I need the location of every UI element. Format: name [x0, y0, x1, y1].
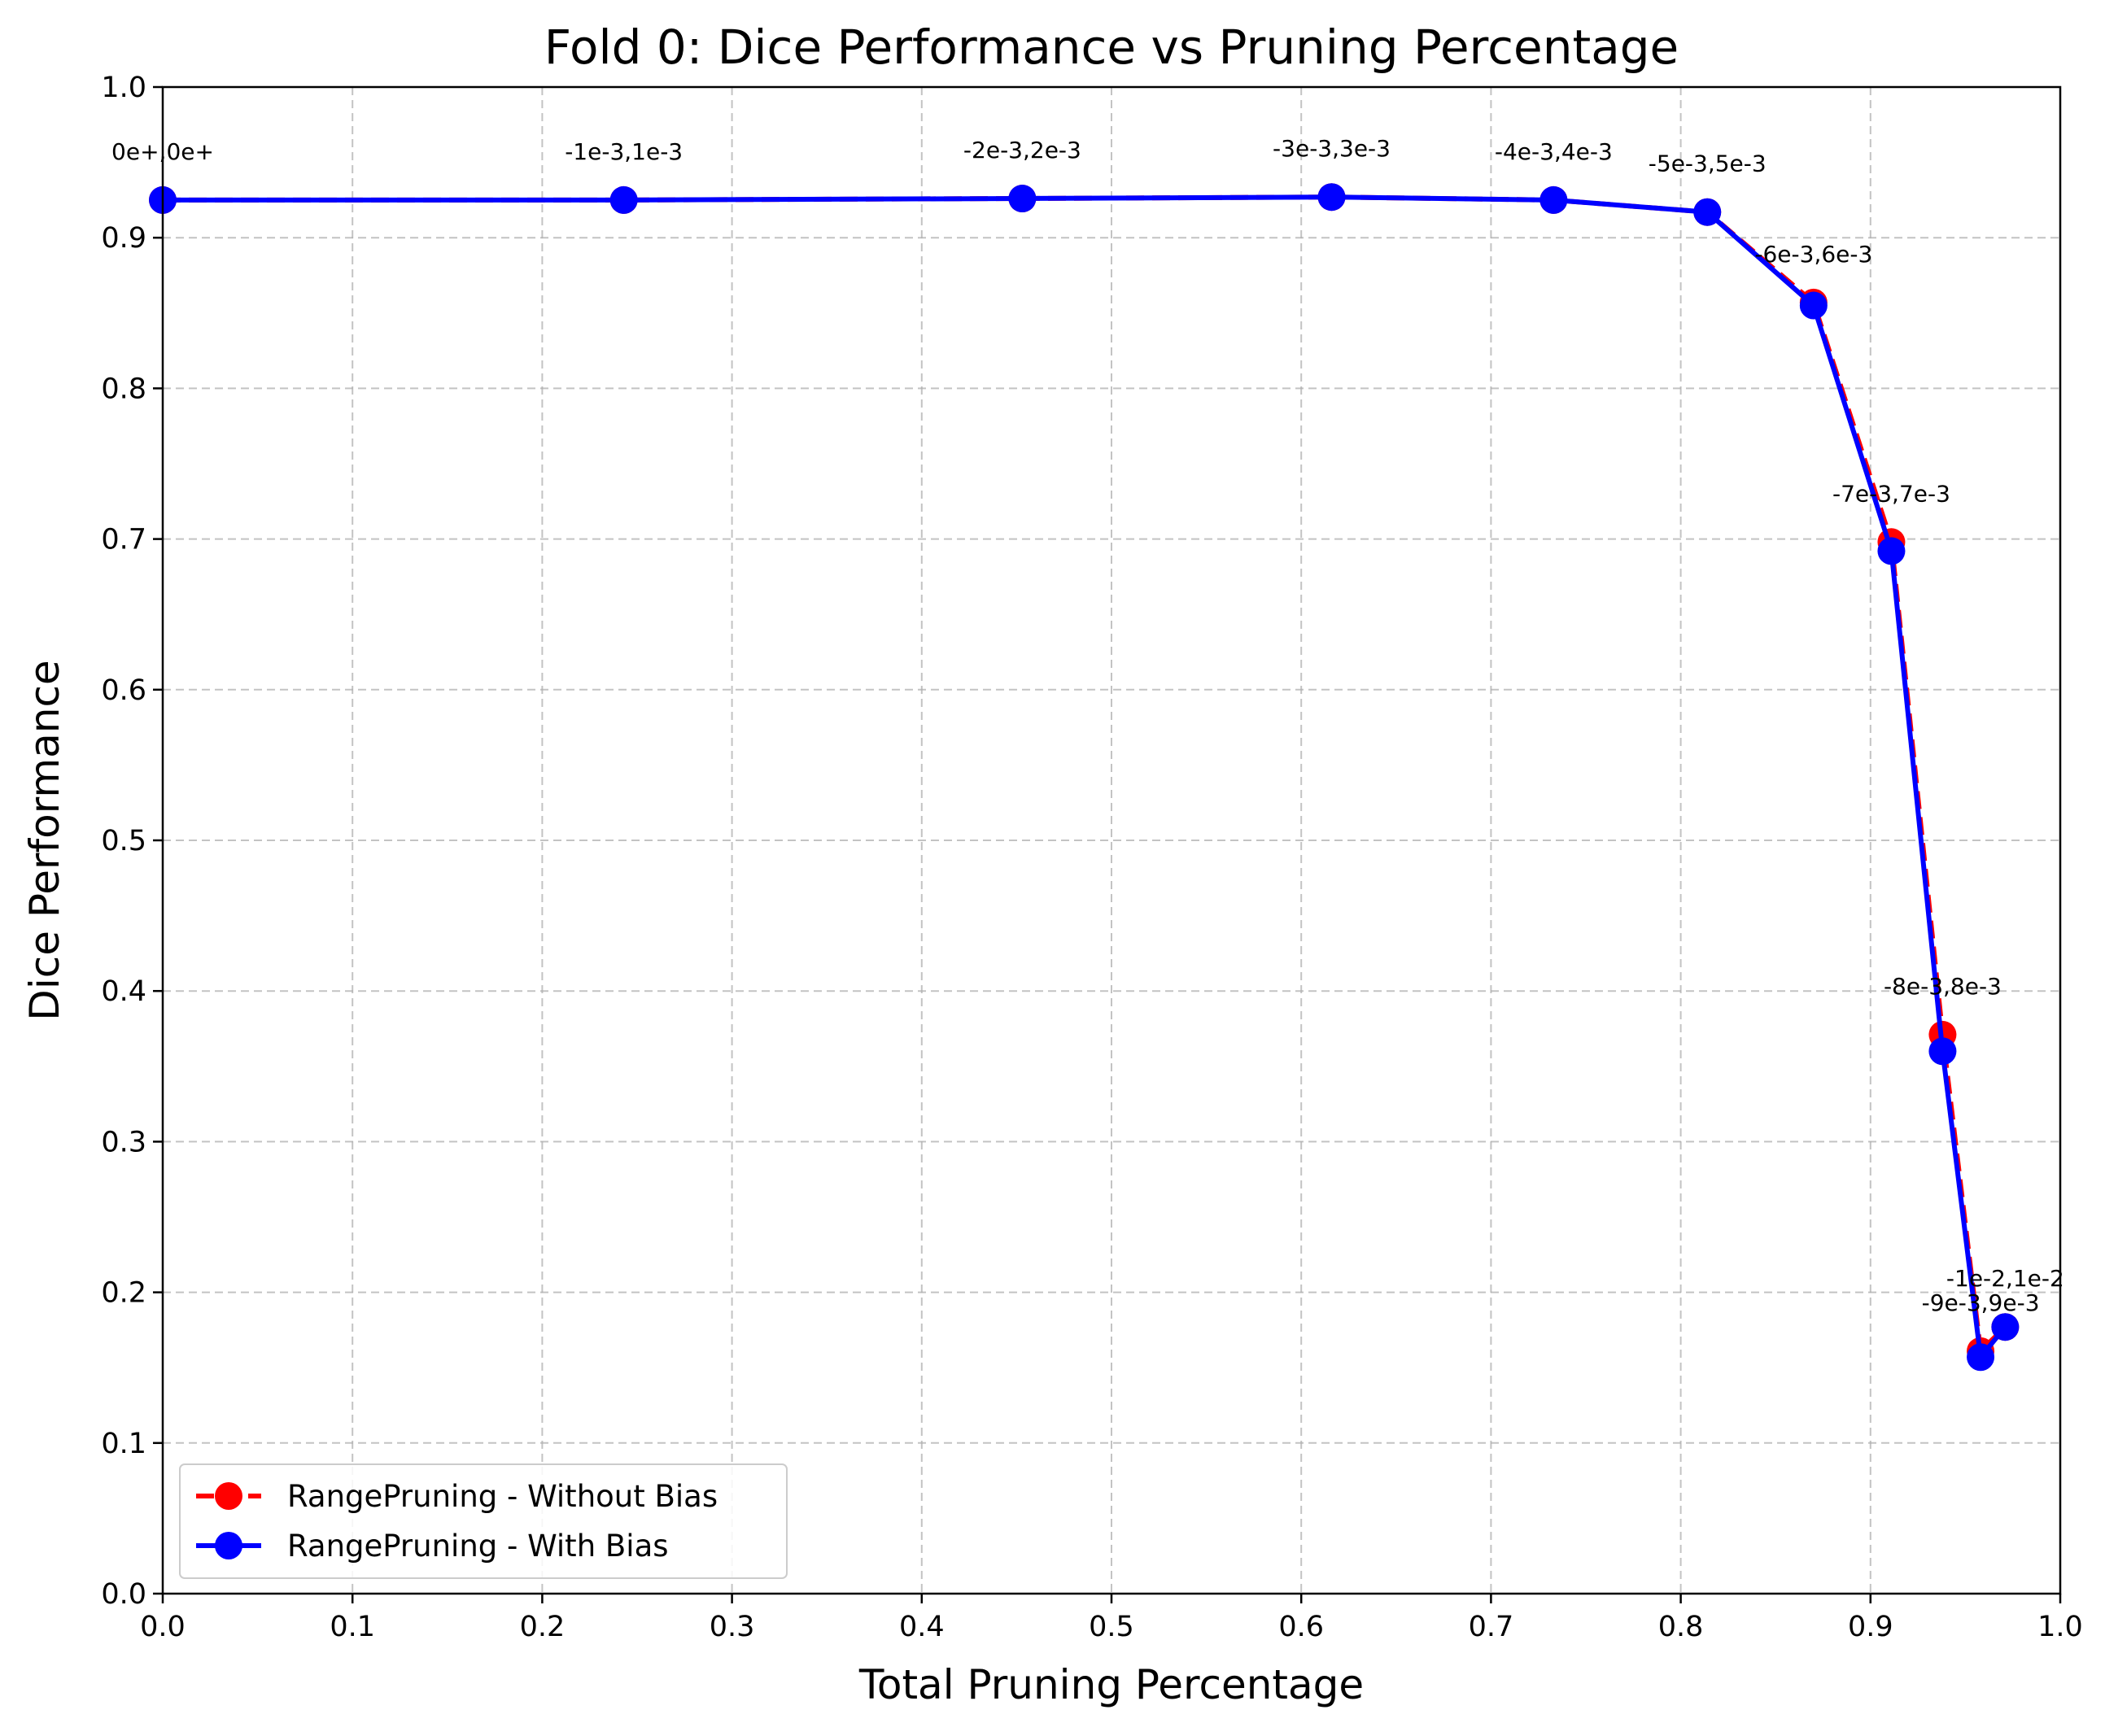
- legend-marker-0: [215, 1482, 242, 1510]
- x-tick-label: 0.2: [520, 1611, 566, 1643]
- x-tick-label: 0.5: [1089, 1611, 1134, 1643]
- y-tick-label: 0.9: [101, 222, 146, 255]
- series-point-1: [1539, 185, 1568, 214]
- series-point-1: [1317, 183, 1346, 212]
- series-point-1: [609, 185, 638, 214]
- y-tick-label: 0.3: [101, 1126, 146, 1158]
- series-point-1: [1967, 1343, 1995, 1372]
- point-annotation: -8e-3,8e-3: [1884, 973, 2002, 1000]
- point-annotation: -3e-3,3e-3: [1273, 135, 1391, 162]
- legend-label-1: RangePruning - With Bias: [287, 1529, 669, 1564]
- x-tick-label: 0.8: [1658, 1611, 1704, 1643]
- y-tick-label: 0.8: [101, 373, 146, 405]
- legend-label-0: RangePruning - Without Bias: [287, 1479, 718, 1514]
- x-tick-label: 0.1: [330, 1611, 375, 1643]
- y-axis-label: Dice Performance: [21, 660, 68, 1020]
- y-tick-label: 0.6: [101, 674, 146, 707]
- y-tick-label: 1.0: [101, 72, 146, 104]
- y-tick-label: 0.5: [101, 825, 146, 857]
- series-point-1: [1928, 1037, 1957, 1066]
- x-tick-label: 0.0: [140, 1611, 186, 1643]
- x-tick-label: 1.0: [2037, 1611, 2083, 1643]
- x-tick-label: 0.7: [1469, 1611, 1514, 1643]
- x-tick-label: 0.6: [1278, 1611, 1324, 1643]
- point-annotation: -1e-3,1e-3: [565, 138, 683, 165]
- series-point-1: [1693, 198, 1722, 226]
- legend-marker-1: [215, 1532, 242, 1559]
- point-annotation: -7e-3,7e-3: [1832, 480, 1950, 507]
- series-point-1: [1877, 537, 1906, 565]
- y-tick-label: 0.2: [101, 1277, 146, 1310]
- x-tick-label: 0.4: [899, 1611, 945, 1643]
- point-annotation: -6e-3,6e-3: [1754, 241, 1872, 268]
- y-tick-label: 0.1: [101, 1428, 146, 1460]
- x-tick-label: 0.3: [710, 1611, 755, 1643]
- y-tick-label: 0.7: [101, 524, 146, 556]
- series-point-1: [1799, 291, 1828, 320]
- series-point-1: [1008, 185, 1037, 213]
- point-annotation: -5e-3,5e-3: [1649, 150, 1767, 177]
- x-tick-label: 0.9: [1848, 1611, 1893, 1643]
- legend-box: [179, 1463, 788, 1579]
- annotations: 0e+,0e+ -1e-3,1e-3 -2e-3,2e-3 -3e-3,3e-3 -4e…: [111, 135, 2064, 1316]
- legend: RangePruning - Without Bias RangePruning …: [179, 1463, 788, 1579]
- axis-ticks: 0.0 0.1 0.2 0.3 0.4 0.5 0.6 0.7 0.8 0.9 1.0 0.0 0.1 0…: [101, 72, 2083, 1643]
- y-tick-label: 0.0: [101, 1578, 146, 1611]
- point-annotation: -4e-3,4e-3: [1495, 138, 1613, 165]
- point-annotation: -1e-2,1e-2: [1946, 1265, 2064, 1292]
- chart-title: Fold 0: Dice Performance vs Pruning Perc…: [544, 20, 1679, 75]
- point-annotation: -9e-3,9e-3: [1922, 1289, 2040, 1316]
- x-axis-label: Total Pruning Percentage: [858, 1661, 1364, 1708]
- y-tick-label: 0.4: [101, 975, 146, 1008]
- point-annotation: -2e-3,2e-3: [963, 137, 1081, 164]
- series-point-1: [1991, 1313, 2020, 1341]
